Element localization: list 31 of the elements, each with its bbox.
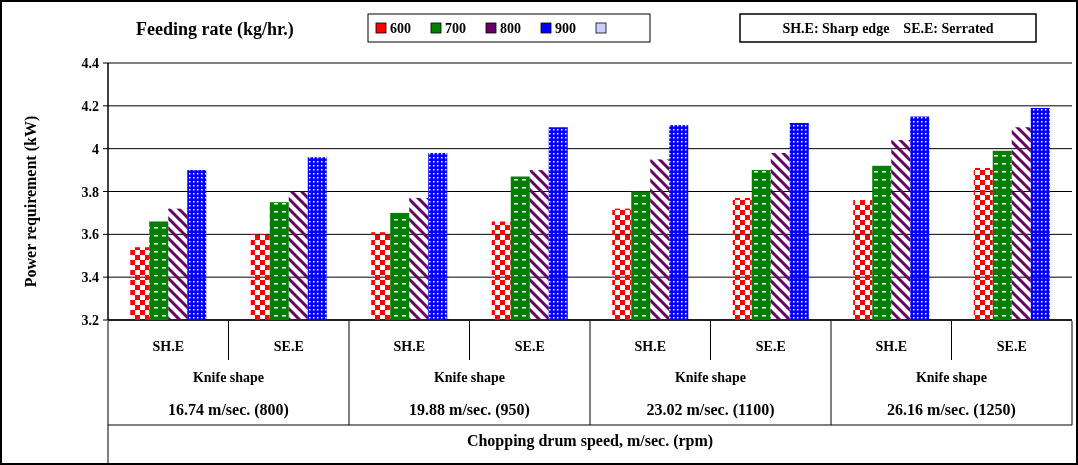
y-axis-title: Power requirement (kW) xyxy=(22,115,40,288)
text: 23.02 m/sec. (1100) xyxy=(646,401,775,419)
x-tick-label: SE.E xyxy=(996,339,1027,354)
x-tick-label: SE.E xyxy=(514,339,545,354)
x-tick-label: SH.E xyxy=(393,339,426,354)
legend-title: Feeding rate (kg/hr.) xyxy=(136,19,294,40)
text: 16.74 m/sec. (800) xyxy=(168,401,289,419)
text: 19.88 m/sec. (950) xyxy=(409,401,530,419)
x-tick-label: SH.E xyxy=(634,339,667,354)
x-tick-label: SE.E xyxy=(755,339,786,354)
text: 26.16 m/sec. (1250) xyxy=(887,401,1016,419)
text: Knife shape xyxy=(433,370,506,385)
y-tick-label: 4.2 xyxy=(81,98,99,114)
text: Knife shape xyxy=(674,370,747,385)
y-tick-label: 4.4 xyxy=(81,56,99,71)
text: Knife shape xyxy=(192,370,265,385)
y-tick-label: 3.6 xyxy=(81,227,99,243)
text: Knife shape xyxy=(915,370,988,385)
x-axis-title: Chopping drum speed, m/sec. (rpm) xyxy=(466,432,714,450)
y-tick-label: 3.2 xyxy=(81,313,99,328)
text: SH.E: Sharp edge SE.E: Serrated xyxy=(782,21,994,36)
legend-label: 800 xyxy=(500,21,521,36)
legend-label: 900 xyxy=(555,21,576,36)
x-tick-label: SH.E xyxy=(152,339,185,354)
y-tick-label: 3.8 xyxy=(81,184,99,200)
y-tick-label: 3.4 xyxy=(81,270,99,286)
y-tick-label: 4 xyxy=(92,141,99,157)
x-tick-label: SH.E xyxy=(875,339,908,354)
legend-label: 700 xyxy=(445,21,466,36)
legend-label: 600 xyxy=(390,21,411,36)
x-tick-label: SE.E xyxy=(273,339,304,354)
